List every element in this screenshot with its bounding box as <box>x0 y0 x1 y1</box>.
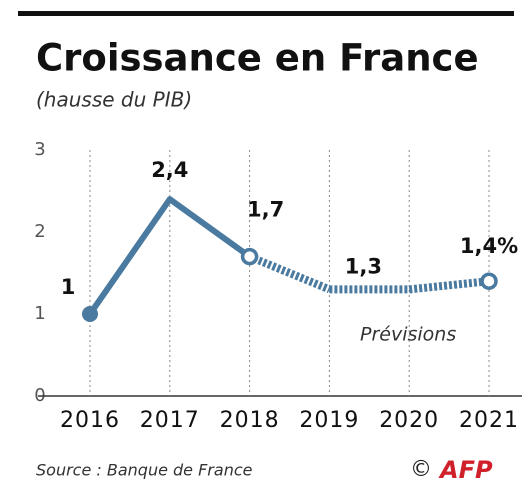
annotation: Prévisions <box>360 324 456 346</box>
value-label: 2,4 <box>151 158 188 182</box>
line-segment <box>87 196 173 317</box>
point <box>240 247 259 266</box>
chart-subtitle: (hausse du PIB) <box>36 88 192 112</box>
x-tick-label: 2018 <box>220 408 280 433</box>
x-tick-label: 2017 <box>140 408 200 433</box>
line-segment <box>166 196 253 260</box>
value-label: 1,4% <box>460 234 518 258</box>
value-label: 1,7 <box>247 198 284 222</box>
source: Source : Banque de France <box>36 461 253 480</box>
x-tick-label: 2016 <box>60 408 120 433</box>
y-tick-label: 3 <box>34 139 45 160</box>
x-tick-label: 2021 <box>459 408 519 433</box>
point <box>480 272 498 290</box>
value-label: 1 <box>61 275 76 299</box>
logo: AFP <box>438 456 493 484</box>
x-tick-label: 2020 <box>379 408 439 433</box>
chart-title: Croissance en France <box>36 37 479 80</box>
point <box>82 306 98 322</box>
logo-copyright: © <box>410 457 432 482</box>
line-segment <box>408 277 490 294</box>
x-tick-label: 2019 <box>299 408 359 433</box>
line-segment <box>248 252 331 294</box>
top-bar <box>18 11 514 16</box>
y-tick-label: 2 <box>34 221 45 242</box>
y-tick-label: 1 <box>34 303 45 324</box>
value-label: 1,3 <box>345 254 382 278</box>
